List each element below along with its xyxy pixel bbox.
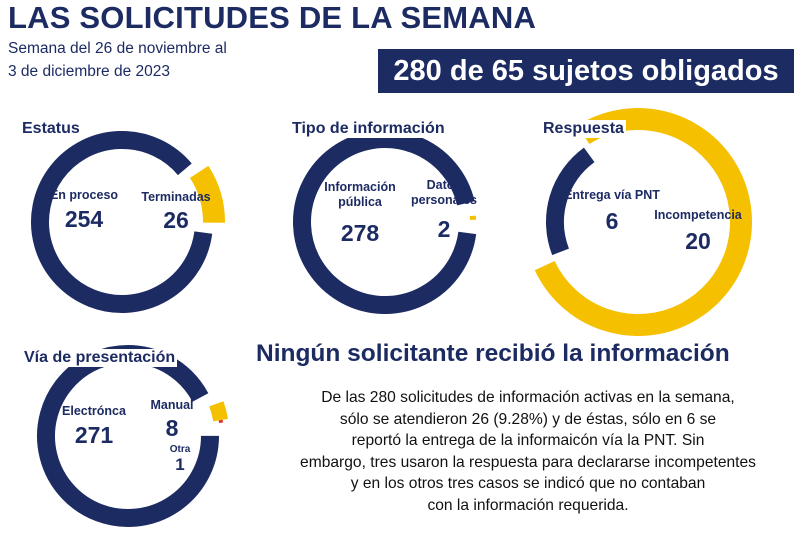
tipo-label-datos-personales: Datos personales <box>406 178 482 208</box>
summary-line-1: De las 280 solicitudes de información ac… <box>321 389 735 406</box>
donut-1-slice-informacion-publica <box>293 130 477 315</box>
via-label-otra: Otra <box>169 444 191 455</box>
summary-line-4: embargo, tres usaron la respuesta para d… <box>300 453 756 471</box>
via-value-electronica: 271 <box>74 422 114 448</box>
summary-paragraph: De las 280 solicitudes de información ac… <box>262 387 794 517</box>
summary-line-6: con la información requerida. <box>427 496 629 514</box>
summary-headline: Ningún solicitante recibió la informació… <box>256 340 730 367</box>
respuesta-value-pnt: 6 <box>605 208 619 234</box>
tipo-informacion-donut <box>293 130 477 315</box>
via-label-electronica: Electrónca <box>62 404 126 418</box>
tipo-label-publica-line2: pública <box>338 195 382 209</box>
estatus-label-terminadas: Terminadas <box>141 190 211 204</box>
estatus-label-en-proceso: En proceso <box>49 188 119 202</box>
tipo-label-datos-line2: personales <box>410 193 477 207</box>
tipo-value-publica: 278 <box>340 220 380 246</box>
tipo-informacion-title: Tipo de información <box>290 120 447 138</box>
donut-3-slice-manual <box>209 401 229 422</box>
tipo-value-datos-personales: 2 <box>437 216 451 242</box>
respuesta-value-incompetencia: 20 <box>685 228 711 254</box>
donut-0-slice-en-proceso <box>31 131 213 313</box>
donut-0-slice-terminadas <box>189 165 226 224</box>
via-value-manual: 8 <box>165 415 179 441</box>
total-banner-text: 280 de 65 sujetos obligados <box>393 54 779 87</box>
estatus-value-terminadas: 26 <box>163 207 189 233</box>
respuesta-label-pnt: Entrega vía PNT <box>564 188 660 202</box>
estatus-donut <box>31 131 226 313</box>
donut-2-slice-entrega-pnt <box>546 147 595 256</box>
tipo-label-datos-line1: Datos <box>426 178 462 192</box>
estatus-value-en-proceso: 254 <box>64 206 104 232</box>
summary-line-3: reportó la entrega de la informaicón vía… <box>351 432 705 450</box>
page-title: LAS SOLICITUDES DE LA SEMANA <box>8 0 537 35</box>
respuesta-title: Respuesta <box>541 120 626 138</box>
respuesta-label-incompetencia: Incompetencia <box>654 208 742 222</box>
via-label-manual: Manual <box>150 398 194 412</box>
summary-line-2: sólo se atendieron 26 (9.28%) y de éstas… <box>339 410 717 428</box>
respuesta-donut <box>534 108 752 336</box>
donut-2-slice-incompetencia <box>534 108 752 336</box>
via-presentacion-title: Vía de presentación <box>22 349 178 367</box>
tipo-label-publica: Información pública <box>316 180 404 210</box>
total-banner: 280 de 65 sujetos obligados <box>378 49 794 93</box>
summary-line-5: y en los otros tres casos se indicó que … <box>350 475 706 493</box>
tipo-label-publica-line1: Información <box>324 180 396 194</box>
week-range-line1: Semana del 26 de noviembre al <box>8 40 227 57</box>
week-range-line2: 3 de diciembre de 2023 <box>8 63 171 80</box>
estatus-title: Estatus <box>20 120 82 138</box>
via-value-otra: 1 <box>175 455 185 474</box>
